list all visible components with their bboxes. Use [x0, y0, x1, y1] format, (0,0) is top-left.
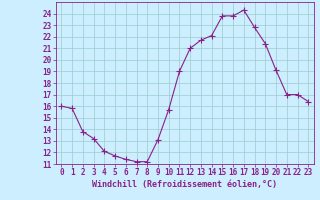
X-axis label: Windchill (Refroidissement éolien,°C): Windchill (Refroidissement éolien,°C) [92, 180, 277, 189]
